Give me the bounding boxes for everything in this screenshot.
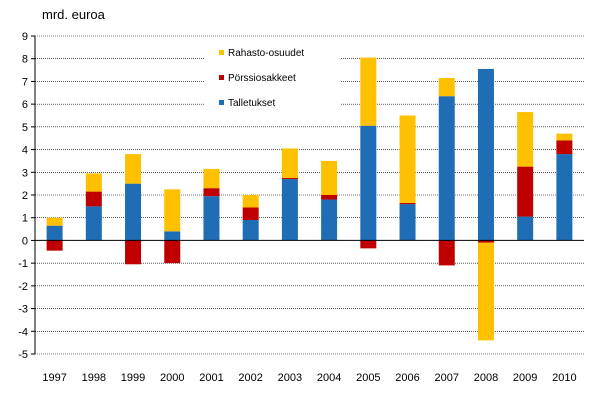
x-tick-label: 1997	[42, 372, 66, 384]
bar-pörssiosakkeet-2006	[399, 202, 416, 205]
bar-rahasto-osuudet-1999	[125, 154, 142, 184]
bar-pörssiosakkeet-2004	[321, 195, 338, 200]
bar-rahasto-osuudet-2002	[242, 195, 259, 208]
y-tick-labels: -5 -4 -3 -2 -1 0 1 2 3 4 5 6 7 8 9	[18, 31, 28, 361]
x-tick-label: 2009	[513, 372, 537, 384]
bar-pörssiosakkeet-1999	[125, 240, 142, 265]
bar-talletukset-2007	[438, 96, 455, 241]
bar-rahasto-osuudet-1998	[85, 173, 102, 192]
bar-pörssiosakkeet-2005	[360, 240, 377, 249]
y-tick-label: -5	[18, 349, 28, 361]
y-tick-label: 7	[22, 76, 28, 88]
legend: Rahasto-osuudet Pörssiosakkeet Talletukset	[205, 40, 340, 125]
bar-rahasto-osuudet-2007	[438, 78, 455, 97]
x-tick-label: 2010	[552, 372, 576, 384]
legend-label: Rahasto-osuudet	[228, 48, 304, 59]
bar-rahasto-osuudet-2001	[203, 168, 220, 189]
bar-rahasto-osuudet-2000	[164, 189, 181, 232]
legend-swatch-rahasto-osuudet	[219, 50, 224, 55]
bar-talletukset-2001	[203, 196, 220, 241]
bar-rahasto-osuudet-1997	[46, 217, 63, 226]
bar-talletukset-1998	[85, 206, 102, 241]
bar-talletukset-2009	[517, 216, 534, 241]
x-tick-label: 2002	[238, 372, 262, 384]
x-tick-label: 2001	[199, 372, 223, 384]
unit-label: mrd. euroa	[42, 7, 106, 22]
y-tick-label: -2	[18, 281, 28, 293]
bar-pörssiosakkeet-1997	[46, 240, 63, 251]
bar-talletukset-1997	[46, 225, 63, 241]
bar-rahasto-osuudet-2008	[477, 242, 494, 341]
legend-swatch-talletukset	[219, 100, 224, 105]
bar-pörssiosakkeet-2007	[438, 240, 455, 266]
axes	[31, 35, 584, 355]
y-tick-label: 9	[22, 31, 28, 43]
bar-talletukset-2003	[281, 179, 298, 241]
bar-rahasto-osuudet-2009	[517, 112, 534, 167]
y-tick-label: 8	[22, 54, 28, 66]
x-tick-label: 2004	[317, 372, 341, 384]
x-tick-label: 2007	[435, 372, 459, 384]
legend-label: Pörssiosakkeet	[228, 73, 296, 84]
y-tick-label: -4	[18, 326, 28, 338]
y-tick-label: 5	[22, 122, 28, 134]
legend-background	[205, 40, 340, 125]
x-tick-label: 2006	[395, 372, 419, 384]
bar-pörssiosakkeet-2008	[477, 240, 494, 243]
bars	[46, 57, 573, 341]
x-tick-labels: 1997 1998 1999 2000 2001 2002 2003 2004 2005 2006…	[42, 372, 576, 384]
bar-talletukset-2006	[399, 204, 416, 241]
bar-rahasto-osuudet-2004	[321, 160, 338, 195]
bar-rahasto-osuudet-2010	[556, 133, 573, 141]
x-tick-label: 2000	[160, 372, 184, 384]
legend-label: Talletukset	[228, 98, 275, 109]
y-tick-label: 2	[22, 190, 28, 202]
bar-pörssiosakkeet-1998	[85, 191, 102, 207]
bar-pörssiosakkeet-2003	[281, 177, 298, 180]
bar-pörssiosakkeet-2001	[203, 188, 220, 197]
bar-talletukset-2000	[164, 231, 181, 241]
y-tick-label: -1	[18, 258, 28, 270]
y-tick-label: 0	[22, 235, 28, 247]
bar-pörssiosakkeet-2009	[517, 166, 534, 217]
bar-pörssiosakkeet-2000	[164, 240, 181, 264]
bar-talletukset-2008	[477, 68, 494, 241]
bar-talletukset-2004	[321, 199, 338, 241]
legend-swatch-pörssiosakkeet	[219, 75, 224, 80]
y-tick-label: -3	[18, 304, 28, 316]
x-tick-label: 2005	[356, 372, 380, 384]
bar-rahasto-osuudet-2005	[360, 57, 377, 126]
bar-rahasto-osuudet-2006	[399, 115, 416, 203]
bar-pörssiosakkeet-2010	[556, 140, 573, 155]
y-tick-label: 4	[22, 145, 28, 157]
y-tick-label: 3	[22, 167, 28, 179]
x-tick-label: 1998	[82, 372, 106, 384]
y-tick-label: 1	[22, 213, 28, 225]
y-tick-label: 6	[22, 99, 28, 111]
x-tick-label: 2003	[278, 372, 302, 384]
x-tick-label: 1999	[121, 372, 145, 384]
bar-talletukset-2002	[242, 219, 259, 241]
bar-talletukset-2005	[360, 125, 377, 241]
bar-pörssiosakkeet-2002	[242, 207, 259, 220]
x-tick-label: 2008	[474, 372, 498, 384]
bar-rahasto-osuudet-2003	[281, 148, 298, 178]
bar-talletukset-1999	[125, 183, 142, 241]
bar-talletukset-2010	[556, 154, 573, 241]
